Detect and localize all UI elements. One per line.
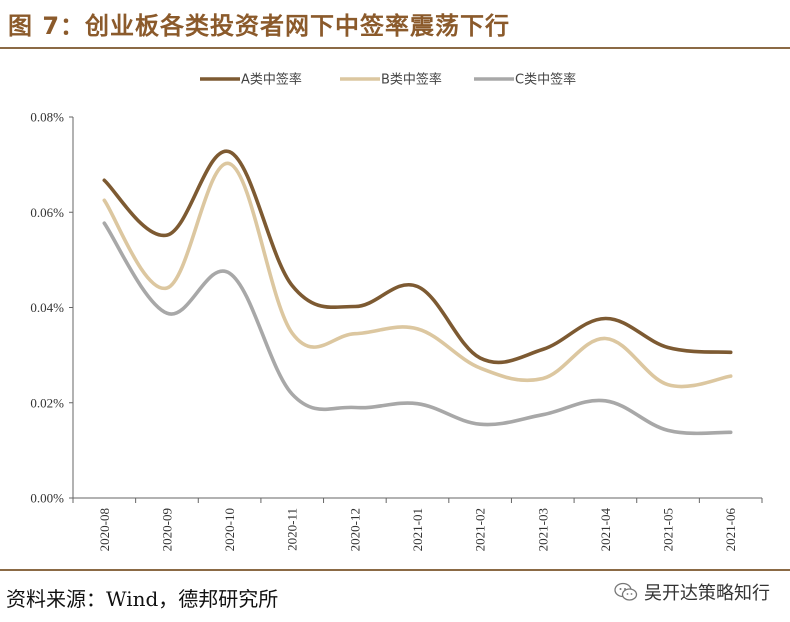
wechat-icon <box>614 582 638 601</box>
figure-title: 图 7：创业板各类投资者网下中签率震荡下行 <box>8 12 511 40</box>
y-axis: 0.00% 0.02% 0.04% 0.06% 0.08% <box>30 110 74 506</box>
plot-lines <box>102 149 733 436</box>
watermark: 吴开达策略知行 <box>614 579 770 605</box>
x-tick-label: 2021-05 <box>661 508 676 551</box>
y-tick-label: 0.02% <box>30 395 64 410</box>
x-tick-label: 2021-02 <box>473 508 488 551</box>
y-tick-label: 0.04% <box>30 300 64 315</box>
legend-label-series-a: A类中签率 <box>241 72 302 88</box>
legend-label-series-c: C类中签率 <box>515 72 576 88</box>
watermark-text: 吴开达策略知行 <box>644 583 770 604</box>
x-axis: 2020-08 2020-09 2020-10 2020-11 2020-12 2021-… <box>72 497 763 552</box>
x-tick-label: 2021-03 <box>535 508 550 551</box>
x-tick-label: 2021-06 <box>723 508 738 552</box>
title-rule <box>0 47 790 49</box>
x-tick-label: 2021-04 <box>598 508 613 552</box>
x-tick-label: 2020-12 <box>347 508 362 551</box>
legend-label-series-b: B类中签率 <box>381 72 442 88</box>
series-b-line <box>102 161 733 389</box>
source-rule <box>0 569 790 571</box>
series-a-line <box>102 149 733 365</box>
x-tick-label: 2020-08 <box>97 508 112 551</box>
series-c-line <box>102 221 733 436</box>
y-tick-label: 0.08% <box>30 110 64 125</box>
line-chart: A类中签率 B类中签率 C类中签率 0.00% 0.02% 0.04% 0.06% 0.08… <box>30 72 763 552</box>
x-tick-label: 2020-11 <box>285 508 300 551</box>
y-tick-label: 0.06% <box>30 205 64 220</box>
legend: A类中签率 B类中签率 C类中签率 <box>200 72 576 88</box>
y-tick-label: 0.00% <box>30 491 64 506</box>
x-tick-label: 2021-01 <box>410 508 425 551</box>
source-note: 资料来源：Wind，德邦研究所 <box>6 587 279 611</box>
x-tick-label: 2020-09 <box>159 508 174 551</box>
x-tick-label: 2020-10 <box>222 508 237 551</box>
